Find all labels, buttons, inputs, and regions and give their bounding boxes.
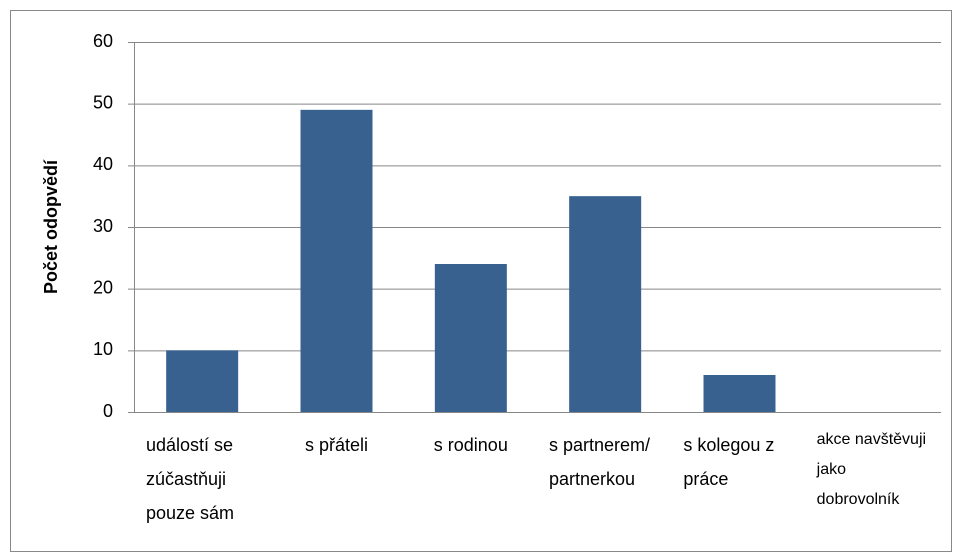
bar [434,264,507,412]
y-tick-label: 20 [93,277,113,297]
x-tick-label: s kolegou z práce [683,435,775,489]
y-tick-label: 50 [93,92,113,112]
y-tick-label: 0 [103,401,113,421]
y-tick-label: 40 [93,154,113,174]
x-tick-label-box: událostí se zúčastňuji pouze sám [135,428,269,530]
bar [300,109,373,412]
x-tick-label: s přáteli [304,435,368,455]
x-tick-label-box: akce navštěvuji jako dobrovolník [807,425,941,515]
bar [166,350,239,412]
y-tick-label: 10 [93,339,113,359]
x-tick-label-box: s přáteli [269,428,403,462]
x-tick-label: akce navštěvuji jako dobrovolník [816,431,927,508]
y-tick-label: 60 [93,31,113,51]
y-axis-label: Počet odopvědí [41,159,61,294]
y-tick-label: 30 [93,216,113,236]
x-tick-label-box: s partnerem/ partnerkou [538,428,672,496]
bar [703,375,776,412]
x-tick-label: s partnerem/ partnerkou [549,435,651,489]
x-tick-label: událostí se zúčastňuji pouze sám [146,435,235,523]
bar [569,196,642,412]
x-tick-label: s rodinou [433,435,508,455]
x-tick-label-box: s rodinou [404,428,538,462]
x-tick-label-box: s kolegou z práce [672,428,806,496]
